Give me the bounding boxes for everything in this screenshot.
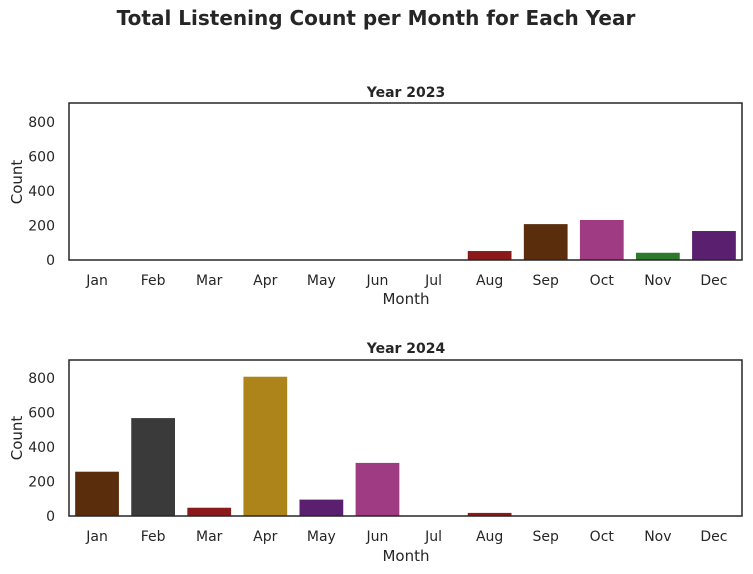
subplot-title: Year 2024: [366, 341, 446, 357]
x-tick-label: Aug: [476, 529, 503, 545]
x-tick-label: Jan: [85, 273, 108, 289]
y-axis-label: Count: [8, 160, 26, 205]
x-tick-label: Oct: [590, 273, 615, 289]
bar-mar: [187, 507, 232, 516]
bar-sep: [523, 224, 568, 260]
y-tick-label: 200: [28, 218, 55, 234]
x-tick-label: Jun: [366, 529, 389, 545]
bar-may: [299, 499, 344, 516]
plot-frame: [68, 359, 743, 517]
x-tick-label: Dec: [700, 529, 727, 545]
x-tick-label: Sep: [533, 273, 560, 289]
x-tick-label: Apr: [253, 273, 277, 289]
x-tick-label: Mar: [196, 273, 223, 289]
x-axis-ticks: Jan Feb Mar Apr May Jun Jul Aug Sep Oct Nov Dec: [85, 273, 727, 289]
x-tick-label: Nov: [644, 273, 671, 289]
subplot-title: Year 2023: [366, 85, 446, 101]
x-tick-label: Apr: [253, 529, 277, 545]
y-tick-label: 800: [28, 115, 55, 131]
y-tick-label: 800: [28, 371, 55, 387]
bar-aug: [467, 251, 512, 260]
x-tick-label: Aug: [476, 273, 503, 289]
x-tick-label: Mar: [196, 529, 223, 545]
y-axis-ticks: 0 200 400 600 800: [28, 115, 55, 269]
y-tick-label: 200: [28, 475, 55, 491]
bar-nov: [636, 252, 680, 260]
y-tick-label: 0: [46, 253, 55, 269]
x-tick-label: May: [307, 273, 336, 289]
x-tick-label: Feb: [141, 273, 166, 289]
y-tick-label: 600: [28, 149, 55, 165]
x-tick-label: Jun: [366, 273, 389, 289]
y-tick-label: 600: [28, 406, 55, 422]
bars-2024: [75, 376, 512, 516]
bar-jan: [75, 471, 119, 516]
x-tick-label: Jul: [424, 273, 442, 289]
y-tick-label: 400: [28, 440, 55, 456]
x-tick-label: Jan: [85, 529, 108, 545]
y-tick-label: 0: [46, 509, 55, 525]
x-axis-label: Month: [382, 290, 429, 308]
y-axis-ticks: 0 200 400 600 800: [28, 371, 55, 525]
x-axis-ticks: Jan Feb Mar Apr May Jun Jul Aug Sep Oct Nov Dec: [85, 529, 727, 545]
bar-oct: [579, 219, 624, 260]
x-tick-label: Dec: [700, 273, 727, 289]
x-tick-label: Feb: [141, 529, 166, 545]
bar-dec: [692, 231, 736, 260]
figure-title: Total Listening Count per Month for Each…: [117, 6, 636, 30]
x-tick-label: May: [307, 529, 336, 545]
bars-2023: [467, 219, 736, 260]
y-axis-label: Count: [8, 416, 26, 461]
bar-apr: [243, 376, 288, 516]
x-tick-label: Nov: [644, 529, 671, 545]
x-tick-label: Jul: [424, 529, 442, 545]
bar-jun: [355, 462, 400, 516]
x-tick-label: Oct: [590, 529, 615, 545]
x-tick-label: Sep: [533, 529, 560, 545]
y-tick-label: 400: [28, 184, 55, 200]
plot-frame: [68, 102, 743, 261]
bar-aug: [467, 512, 512, 516]
x-axis-label: Month: [382, 547, 429, 565]
bar-feb: [131, 418, 175, 516]
